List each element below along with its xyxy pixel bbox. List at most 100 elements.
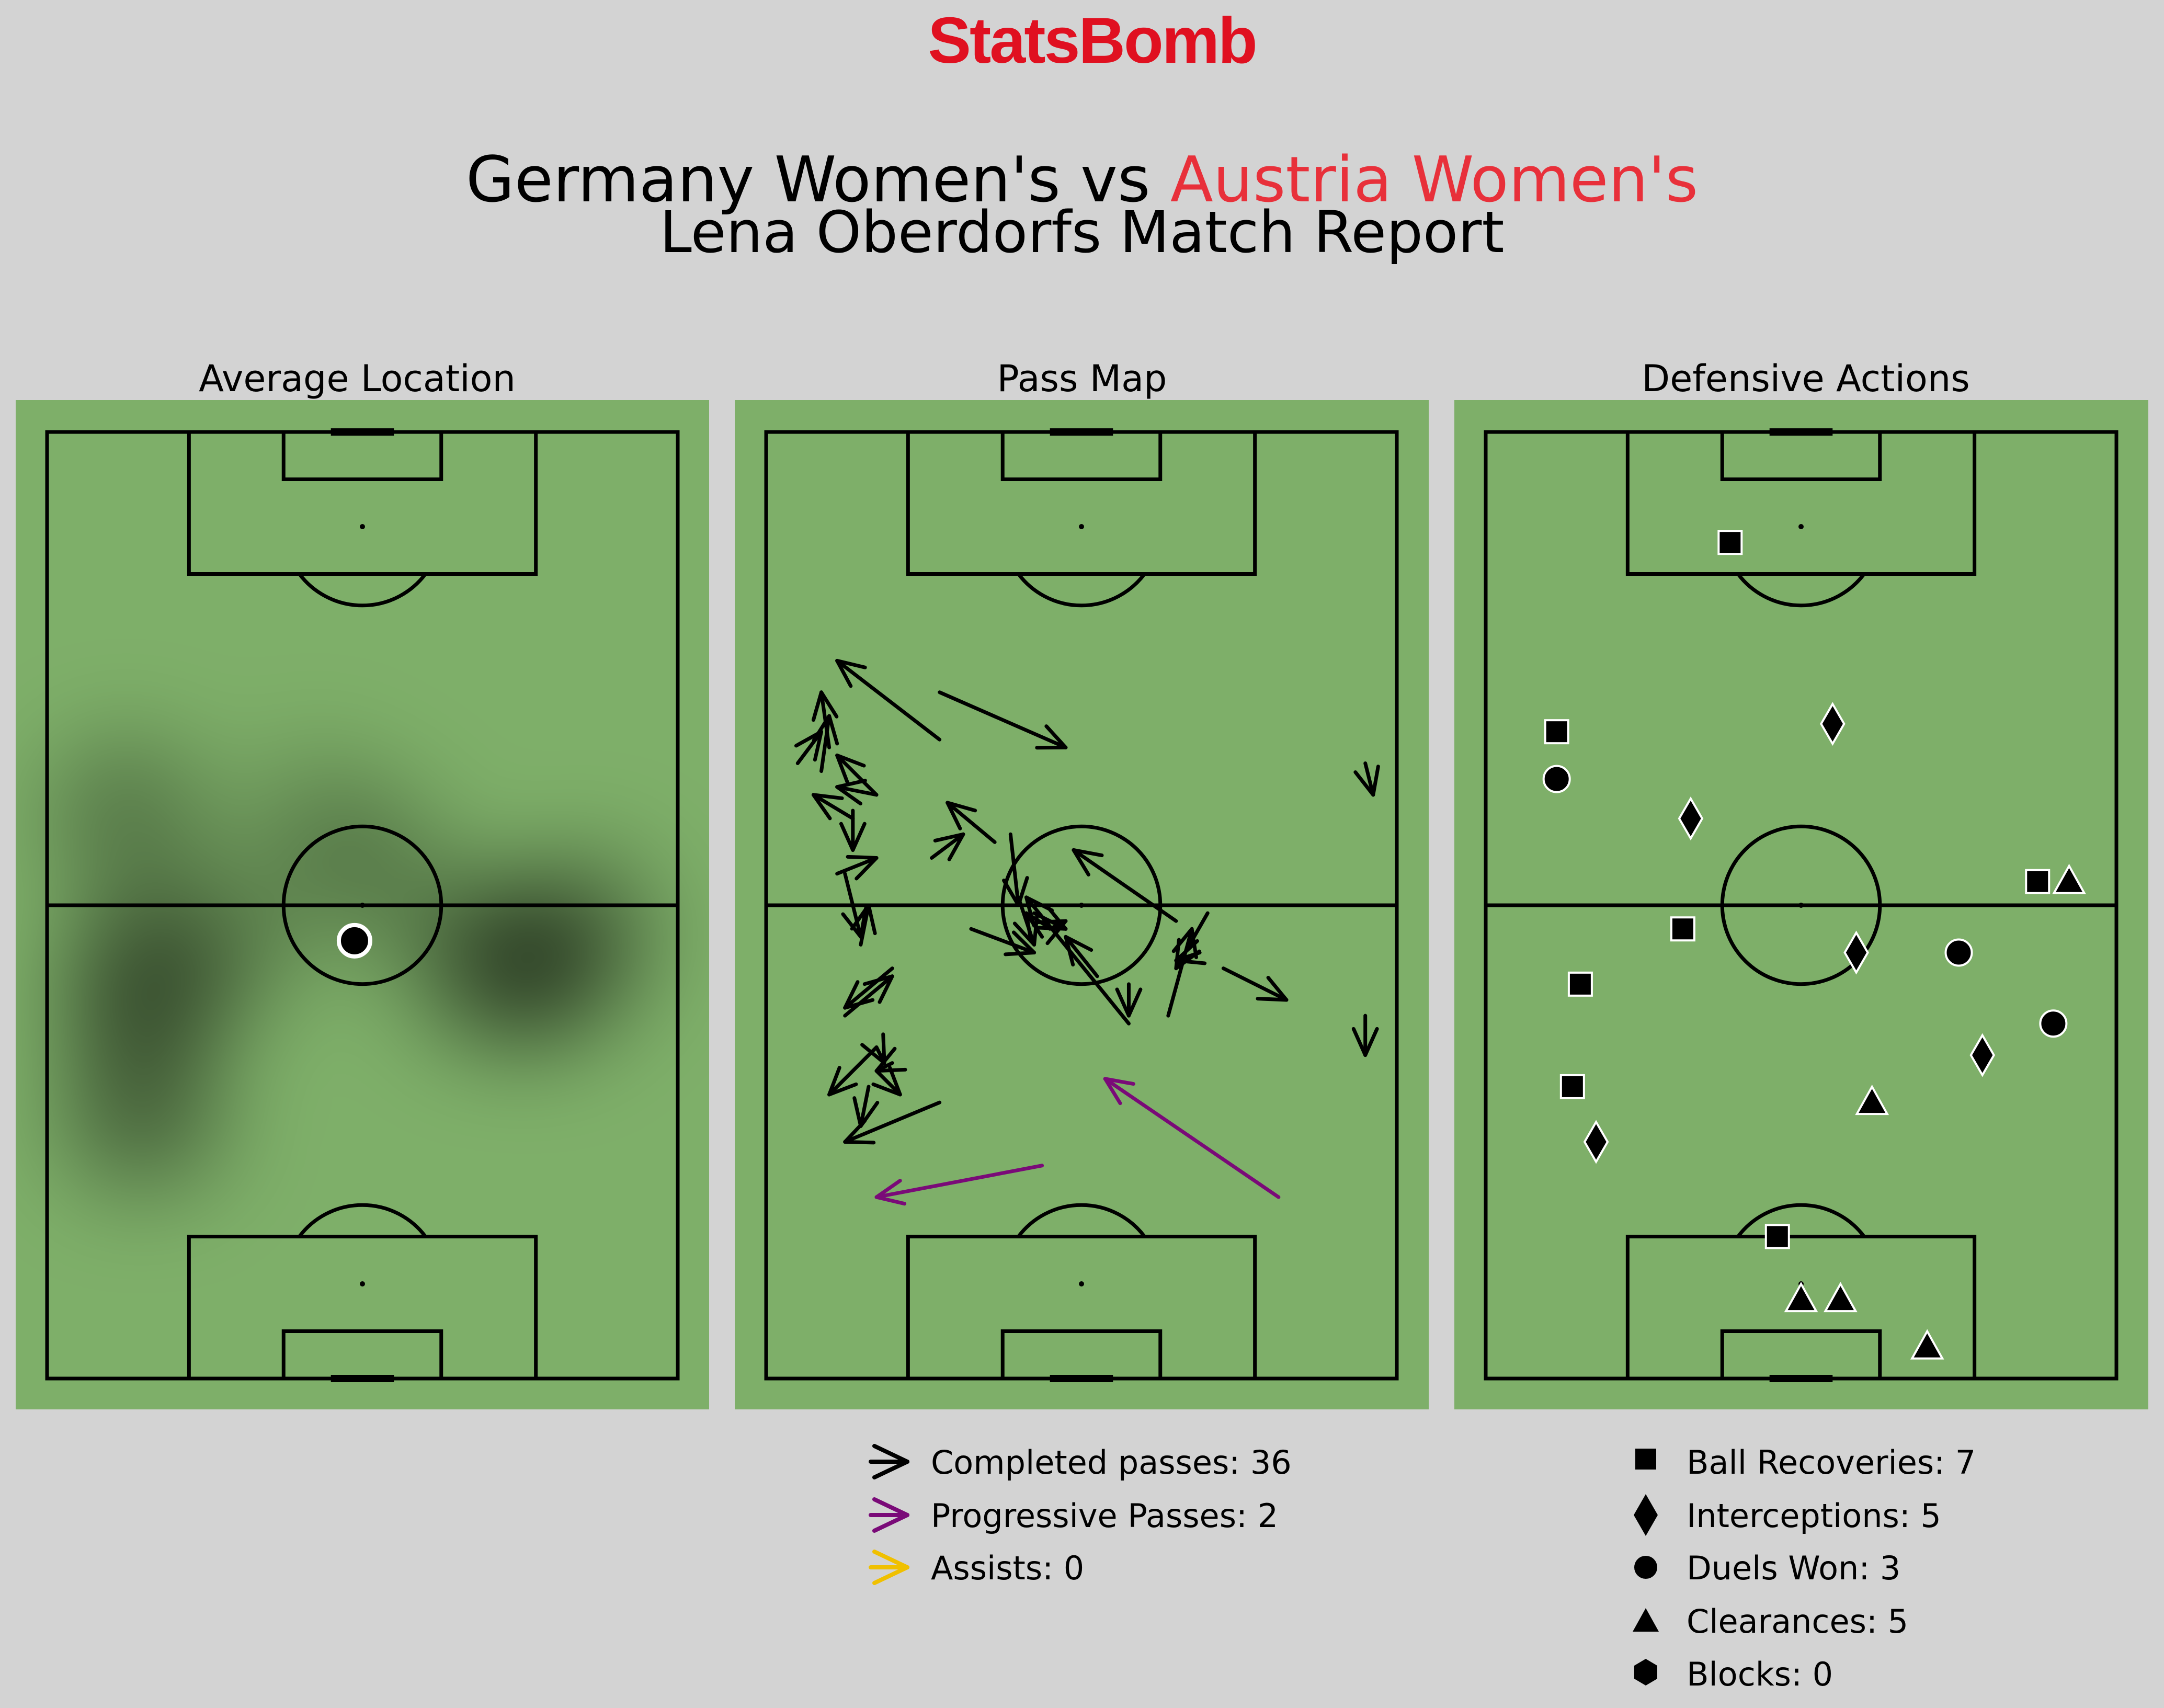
- bottom-penalty-arc: [1736, 1203, 1866, 1238]
- pass-arrowhead: [933, 832, 965, 842]
- report-subtitle: Lena Oberdorfs Match Report: [659, 199, 1504, 266]
- pass-arrowhead: [811, 793, 844, 800]
- ball-recovery-marker: [1559, 1074, 1585, 1099]
- pass-arrowhead: [843, 1140, 876, 1145]
- pass-arrowhead: [1353, 770, 1375, 797]
- legend-clearances: Clearances: 5: [1633, 1602, 1908, 1641]
- pass-arrowhead: [1035, 919, 1068, 925]
- centre-circle: [1720, 824, 1882, 986]
- top-penalty-arc: [1017, 573, 1146, 608]
- pass-arrowhead: [1363, 1027, 1379, 1057]
- hexagon-icon: [1634, 1659, 1657, 1686]
- ball-recovery-marker: [1764, 1224, 1790, 1249]
- completed-arrow-icon: [869, 1444, 909, 1479]
- pass-arrowhead: [862, 974, 894, 986]
- ball-recovery-marker: [1717, 530, 1743, 555]
- completed-pass-arrow: [843, 1100, 942, 1145]
- pass-arrowhead: [827, 1066, 841, 1097]
- ball-recovery-marker: [2025, 869, 2051, 894]
- density-blob: [505, 850, 662, 1008]
- pass-arrowhead: [852, 1096, 863, 1128]
- centre-spot: [360, 903, 365, 908]
- pass-arrowhead: [819, 690, 839, 719]
- interception-marker: [1678, 796, 1704, 841]
- pass-line: [843, 1100, 942, 1144]
- completed-pass-arrow: [1351, 1014, 1379, 1057]
- completed-pass-arrow: [946, 801, 997, 844]
- defensive-actions-layer: [1542, 530, 2086, 1360]
- ball-recoveries-label: Ball Recoveries: 7: [1687, 1443, 1976, 1482]
- pass-map-pitch: [735, 400, 1429, 1409]
- completed-pass-arrow: [835, 658, 942, 742]
- pass-line: [1072, 848, 1178, 923]
- pass-arrowhead: [1072, 848, 1104, 858]
- pass-arrowhead: [1351, 1027, 1368, 1057]
- average-location-title: Average Location: [199, 357, 516, 400]
- completed-pass-arrow: [871, 1066, 902, 1097]
- pass-line: [835, 658, 942, 742]
- blocks-label: Blocks: 0: [1687, 1655, 1833, 1693]
- pass-line: [835, 753, 879, 797]
- pass-arrowhead: [850, 903, 871, 931]
- pitch-lines: [45, 428, 680, 1382]
- pass-arrowhead: [827, 1082, 858, 1097]
- clearance-marker: [2052, 863, 2086, 894]
- centre-circle: [1000, 824, 1163, 986]
- ball-recovery-marker: [1544, 719, 1569, 745]
- average-location-dot: [336, 923, 372, 959]
- pass-arrowhead: [835, 753, 849, 784]
- pass-arrowhead: [1103, 1077, 1122, 1106]
- triangle-icon: [1633, 1608, 1659, 1632]
- pass-arrowhead: [860, 1043, 886, 1065]
- pass-line: [1221, 966, 1289, 1002]
- average-location-pitch: [16, 400, 709, 1409]
- pass-arrowhead: [1171, 927, 1194, 953]
- diamond-icon: [1634, 1494, 1658, 1536]
- pass-arrowhead: [811, 690, 824, 722]
- interception-marker: [1583, 1120, 1609, 1164]
- ball-recovery-marker: [1567, 971, 1593, 997]
- completed-pass-arrow: [930, 832, 965, 861]
- pass-arrowhead: [846, 855, 879, 860]
- progressive-pass-arrow: [1103, 1077, 1281, 1199]
- pass-line: [827, 1045, 879, 1097]
- pass-arrowhead: [811, 793, 832, 821]
- circle-icon: [1634, 1556, 1657, 1579]
- clearance-marker: [1784, 1282, 1818, 1313]
- completed-pass-arrow: [969, 927, 1037, 957]
- pass-line: [835, 856, 879, 876]
- assist-arrow-icon: [869, 1550, 909, 1585]
- top-penalty-spot: [1079, 524, 1084, 529]
- pass-line: [938, 690, 1068, 749]
- pass-arrowhead: [1266, 975, 1289, 1002]
- legend-ball-recoveries: Ball Recoveries: 7: [1635, 1443, 1976, 1482]
- away-team-name: Austria Women's: [1170, 144, 1698, 217]
- progressive-pass-arrow: [874, 1164, 1044, 1206]
- passes-layer: [794, 658, 1380, 1206]
- pass-arrowhead: [946, 801, 962, 830]
- pass-line: [835, 785, 879, 797]
- pass-map-title: Pass Map: [997, 357, 1167, 400]
- pass-line: [874, 1164, 1044, 1199]
- completed-pass-arrow: [850, 903, 877, 947]
- pass-arrowhead: [874, 1195, 907, 1206]
- pass-line: [1166, 927, 1194, 1018]
- completed-pass-arrow: [938, 690, 1068, 750]
- pass-arrowhead: [946, 801, 977, 813]
- progressive-passes-label: Progressive Passes: 2: [931, 1497, 1278, 1535]
- pass-line: [969, 927, 1037, 954]
- duel-won-marker: [1944, 938, 1973, 967]
- pass-arrowhead: [1012, 921, 1037, 947]
- pass-line: [1103, 1077, 1281, 1199]
- pass-line: [819, 714, 832, 773]
- top-penalty-spot: [1798, 524, 1804, 529]
- pass-line: [859, 903, 871, 947]
- legend-completed: Completed passes: 36: [869, 1443, 1292, 1482]
- pass-line: [1064, 935, 1099, 978]
- pass-arrowhead: [947, 832, 965, 861]
- completed-pass-arrow: [1353, 761, 1380, 797]
- progressive-arrow-icon: [869, 1497, 909, 1533]
- top-penalty-arc: [298, 573, 427, 608]
- pass-arrowhead: [1072, 848, 1090, 876]
